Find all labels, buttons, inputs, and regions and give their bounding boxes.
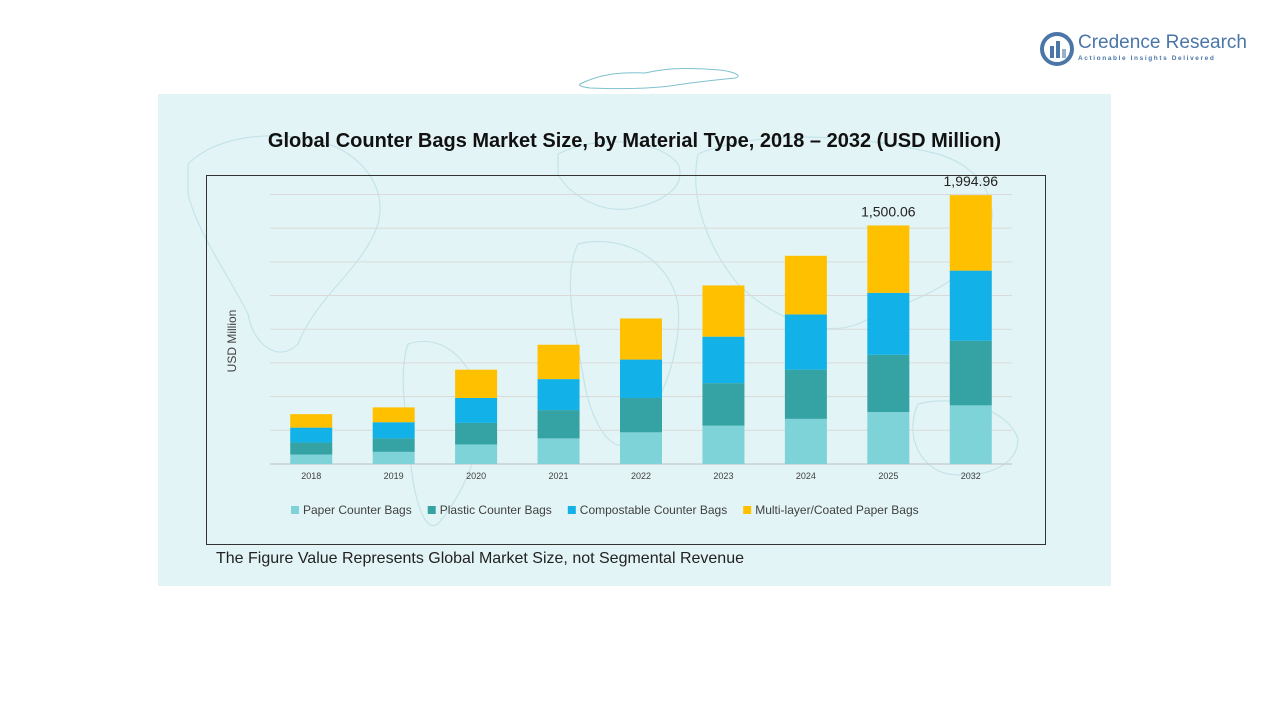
bar-segment <box>290 454 333 464</box>
bar-segment <box>620 432 662 464</box>
data-label: 1,994.96 <box>944 176 999 189</box>
footnote: The Figure Value Represents Global Marke… <box>216 550 744 567</box>
x-tick-label: 2020 <box>466 471 486 481</box>
bar-segment <box>784 255 827 315</box>
legend-swatch <box>567 506 576 514</box>
bar-segment <box>702 383 745 426</box>
bar-segment <box>702 336 745 384</box>
bar-segment <box>620 359 662 398</box>
y-axis-label: USD Million <box>225 310 239 373</box>
x-tick-label: 2021 <box>549 471 569 481</box>
bar-segment <box>537 379 580 411</box>
bar-segment <box>537 438 580 464</box>
legend-swatch <box>427 506 436 514</box>
bar-segment <box>784 314 827 370</box>
bar-segment <box>867 292 910 355</box>
bar-segment <box>455 397 498 423</box>
x-tick-label: 2019 <box>384 471 404 481</box>
plot-area-frame: USD Million 2018 2019 2020 2021 2022 2023 2024 2… <box>206 175 1046 545</box>
bar-segment <box>784 369 827 419</box>
bar-segment <box>867 412 910 464</box>
bar-segment <box>290 442 333 455</box>
bar-segment <box>867 354 910 413</box>
bar-segment <box>949 195 992 271</box>
brand-name: Credence Research <box>1078 32 1247 53</box>
bar-segment <box>455 369 498 398</box>
x-tick-label: 2022 <box>631 471 651 481</box>
x-tick-label: 2018 <box>301 471 321 481</box>
bar-segment <box>372 438 415 452</box>
x-tick-label: 2023 <box>713 471 733 481</box>
bar-segment <box>949 270 992 341</box>
legend-swatch <box>743 506 752 514</box>
bar-segment <box>537 410 580 439</box>
bar-segment <box>290 427 333 443</box>
brand-tagline: Actionable Insights Delivered <box>1078 55 1216 62</box>
bar-segment <box>702 285 745 337</box>
bar-segment <box>290 414 333 428</box>
bar-segment <box>949 340 992 406</box>
x-tick-label: 2032 <box>961 471 981 481</box>
credence-research-logo-icon <box>1040 32 1074 66</box>
bar-segment <box>784 418 827 464</box>
chart-panel: Global Counter Bags Market Size, by Mate… <box>158 94 1111 586</box>
x-tick-label: 2025 <box>878 471 898 481</box>
bar-segment <box>455 444 498 464</box>
bar-segment <box>949 405 992 464</box>
legend-label: Plastic Counter Bags <box>440 503 552 517</box>
legend-label: Multi-layer/Coated Paper Bags <box>755 503 918 517</box>
bar-segment <box>620 318 662 360</box>
bar-segment <box>702 425 745 464</box>
bar-segment <box>372 451 415 464</box>
chart-title: Global Counter Bags Market Size, by Mate… <box>267 130 1002 152</box>
bar-segment <box>867 225 910 293</box>
brand-logo: Credence Research Actionable Insights De… <box>1040 30 1260 70</box>
stacked-bar-chart: USD Million 2018 2019 2020 2021 2022 2023 2024 2… <box>225 176 1012 517</box>
bar-segment <box>537 344 580 380</box>
legend-label: Compostable Counter Bags <box>580 503 727 517</box>
legend-label: Paper Counter Bags <box>303 503 412 517</box>
legend-swatch <box>291 506 299 514</box>
bar-segment <box>372 407 415 423</box>
bar-segment <box>455 422 498 445</box>
bar-segment <box>372 422 415 439</box>
bar-segment <box>620 397 662 433</box>
x-tick-label: 2024 <box>796 471 816 481</box>
decorative-map-outline <box>579 67 739 90</box>
data-label: 1,500.06 <box>861 203 916 219</box>
